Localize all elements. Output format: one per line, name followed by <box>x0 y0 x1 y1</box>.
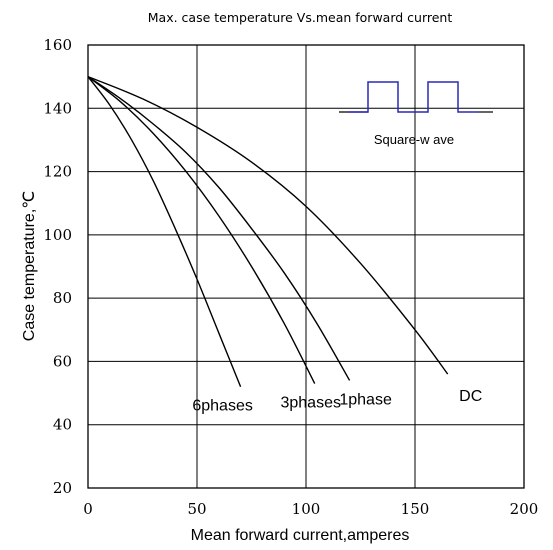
curve-6phases <box>87 76 242 388</box>
series-label-DC: DC <box>459 388 482 405</box>
square-wave-pulse <box>348 81 478 113</box>
y-tick-label: 140 <box>43 99 72 117</box>
chart-title: Max. case temperature Vs.mean forward cu… <box>148 10 453 25</box>
square-wave-label: Square-w ave <box>374 132 454 147</box>
x-axis-label: Mean forward current,amperes <box>191 527 410 544</box>
curve-3phases <box>87 76 316 384</box>
x-tick-labels: 0 50 100 150 200 <box>83 500 538 518</box>
series-label-6phases: 6phases <box>192 398 253 415</box>
x-tick-label: 100 <box>292 500 321 518</box>
x-tick-label: 200 <box>510 500 539 518</box>
curve-1phase <box>87 76 351 381</box>
plot-frame <box>87 44 525 489</box>
y-tick-label: 160 <box>43 36 72 54</box>
y-tick-label: 120 <box>43 163 72 181</box>
series-label-3phases: 3phases <box>280 395 341 412</box>
curve-DC <box>87 75 449 375</box>
y-tick-label: 100 <box>43 226 72 244</box>
y-tick-label: 40 <box>53 416 72 434</box>
y-tick-label: 80 <box>53 289 72 307</box>
y-tick-labels: 20 40 60 80 100 120 140 160 <box>43 36 72 497</box>
grid <box>88 45 524 488</box>
series-label-1phase: 1phase <box>339 391 392 408</box>
x-tick-label: 0 <box>83 500 93 518</box>
y-tick-label: 60 <box>53 352 72 370</box>
y-tick-label: 20 <box>53 479 72 497</box>
square-wave-marker: Square-w ave <box>339 81 493 147</box>
y-axis-label: Case temperature,℃ <box>21 191 38 341</box>
x-tick-label: 50 <box>187 500 206 518</box>
x-tick-label: 150 <box>401 500 430 518</box>
